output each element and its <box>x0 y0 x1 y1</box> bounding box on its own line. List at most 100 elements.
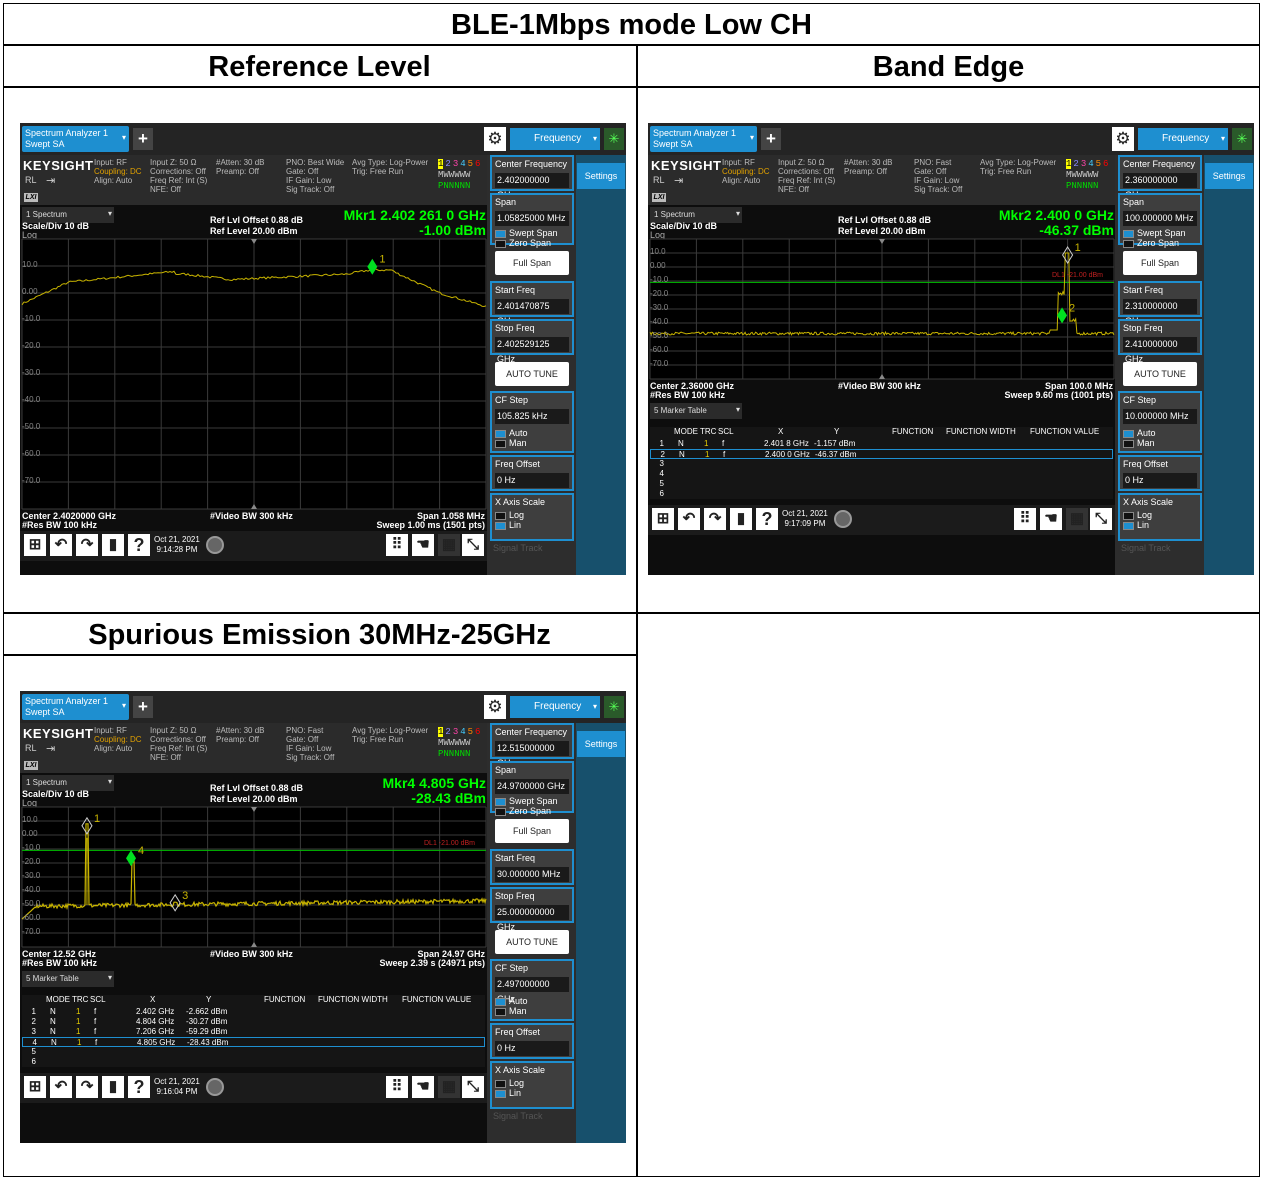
maximize-icon[interactable]: ⤡ <box>462 534 484 556</box>
marker-table-dropdown[interactable]: 5 Marker Table <box>22 971 114 987</box>
x-axis-scale-key[interactable]: X Axis Scale Log Lin <box>1118 493 1202 541</box>
freq-offset-key[interactable]: Freq Offset 0 Hz <box>1118 455 1202 491</box>
notification-icon[interactable] <box>834 510 852 528</box>
signal-track-key[interactable]: Signal Track <box>1121 543 1171 553</box>
window-selector-dropdown[interactable]: 1 Spectrum <box>650 207 742 223</box>
add-screen-button[interactable]: + <box>133 696 153 718</box>
settings-tab[interactable]: Settings <box>577 731 625 757</box>
table-row[interactable]: 1 N 1 f 2.402 GHz -2.662 dBm <box>22 1007 485 1017</box>
cf-auto-toggle[interactable]: Auto <box>495 997 528 1006</box>
maximize-icon[interactable]: ⤡ <box>1090 508 1112 530</box>
span-key[interactable]: Span 24.9700000 GHz Swept Span Zero Span <box>490 761 574 816</box>
stop-freq-key[interactable]: Stop Freq 2.410000000 GHz <box>1118 319 1202 364</box>
zero-span-toggle[interactable]: Zero Span <box>1123 239 1179 248</box>
cf-step-key[interactable]: CF Step 10.000000 MHz Auto Man <box>1118 391 1202 453</box>
table-row[interactable]: 1 N 1 f 2.401 8 GHz -1.157 dBm <box>650 439 1113 449</box>
swept-span-toggle[interactable]: Swept Span <box>495 229 558 238</box>
window-icon[interactable]: ▦ <box>438 534 460 556</box>
table-row[interactable]: 4 <box>650 469 1113 479</box>
table-row[interactable]: 2 N 1 f 4.804 GHz -30.27 dBm <box>22 1017 485 1027</box>
table-row[interactable]: 3 <box>650 459 1113 469</box>
add-screen-button[interactable]: + <box>761 128 781 150</box>
auto-tune-button[interactable]: AUTO TUNE <box>495 362 569 386</box>
file-icon[interactable]: ▮ <box>102 534 124 556</box>
tab-spectrum-analyzer[interactable]: Spectrum Analyzer 1 Swept SA ▾ <box>22 694 129 720</box>
cf-man-toggle[interactable]: Man <box>495 1007 527 1016</box>
tab-spectrum-analyzer[interactable]: Spectrum Analyzer 1 Swept SA ▾ <box>650 126 757 152</box>
undo-icon[interactable]: ↶ <box>50 534 72 556</box>
full-span-button[interactable]: Full Span <box>495 819 569 843</box>
notification-icon[interactable] <box>206 1078 224 1096</box>
window-icon[interactable]: ▦ <box>1066 508 1088 530</box>
zero-span-toggle[interactable]: Zero Span <box>495 807 551 816</box>
cf-man-toggle[interactable]: Man <box>1123 439 1155 448</box>
cf-step-key[interactable]: CF Step 105.825 kHz Auto Man <box>490 391 574 453</box>
full-span-button[interactable]: Full Span <box>495 251 569 275</box>
zero-span-toggle[interactable]: Zero Span <box>495 239 551 248</box>
start-freq-key[interactable]: Start Freq 30.000000 MHz <box>490 849 574 885</box>
x-axis-scale-key[interactable]: X Axis Scale Log Lin <box>490 1061 574 1109</box>
maximize-icon[interactable]: ⤡ <box>462 1076 484 1098</box>
window-icon[interactable]: ▦ <box>438 1076 460 1098</box>
settings-tab[interactable]: Settings <box>577 163 625 189</box>
menu-frequency[interactable]: Frequency ▾ <box>1138 128 1228 150</box>
help-icon[interactable]: ? <box>756 508 778 530</box>
table-row[interactable]: 3 N 1 f 7.206 GHz -59.29 dBm <box>22 1027 485 1037</box>
menu-frequency[interactable]: Frequency ▾ <box>510 128 600 150</box>
x-lin-toggle[interactable]: Lin <box>495 1089 521 1098</box>
x-log-toggle[interactable]: Log <box>495 511 524 520</box>
keyboard-icon[interactable]: ⠿ <box>1014 508 1036 530</box>
full-span-button[interactable]: Full Span <box>1123 251 1197 275</box>
undo-icon[interactable]: ↶ <box>50 1076 72 1098</box>
auto-tune-button[interactable]: AUTO TUNE <box>1123 362 1197 386</box>
x-axis-scale-key[interactable]: X Axis Scale Log Lin <box>490 493 574 541</box>
cf-auto-toggle[interactable]: Auto <box>495 429 528 438</box>
undo-icon[interactable]: ↶ <box>678 508 700 530</box>
auto-tune-button[interactable]: AUTO TUNE <box>495 930 569 954</box>
menu-frequency[interactable]: Frequency ▾ <box>510 696 600 718</box>
x-log-toggle[interactable]: Log <box>495 1079 524 1088</box>
notification-icon[interactable] <box>206 536 224 554</box>
x-lin-toggle[interactable]: Lin <box>1123 521 1149 530</box>
table-row[interactable]: 5 <box>22 1047 485 1057</box>
windows-icon[interactable]: ⊞ <box>652 508 674 530</box>
touch-icon[interactable]: ☚ <box>412 1076 434 1098</box>
touch-icon[interactable]: ☚ <box>412 534 434 556</box>
help-icon[interactable]: ? <box>128 1076 150 1098</box>
freq-offset-key[interactable]: Freq Offset 0 Hz <box>490 455 574 491</box>
gear-icon[interactable]: ⚙ <box>1112 127 1134 151</box>
redo-icon[interactable]: ↷ <box>704 508 726 530</box>
cf-man-toggle[interactable]: Man <box>495 439 527 448</box>
table-row[interactable]: 4 N 1 f 4.805 GHz -28.43 dBm <box>22 1037 485 1047</box>
windows-icon[interactable]: ⊞ <box>24 1076 46 1098</box>
span-key[interactable]: Span 100.000000 MHz Swept Span Zero Span <box>1118 193 1202 248</box>
gear-icon[interactable]: ⚙ <box>484 127 506 151</box>
x-lin-toggle[interactable]: Lin <box>495 521 521 530</box>
swept-span-toggle[interactable]: Swept Span <box>1123 229 1186 238</box>
help-icon[interactable]: ? <box>128 534 150 556</box>
redo-icon[interactable]: ↷ <box>76 1076 98 1098</box>
window-selector-dropdown[interactable]: 1 Spectrum <box>22 775 114 791</box>
tab-spectrum-analyzer[interactable]: Spectrum Analyzer 1 Swept SA ▾ <box>22 126 129 152</box>
span-key[interactable]: Span 1.05825000 MHz Swept Span Zero Span <box>490 193 574 248</box>
window-selector-dropdown[interactable]: 1 Spectrum <box>22 207 114 223</box>
table-row[interactable]: 5 <box>650 479 1113 489</box>
settings-tab[interactable]: Settings <box>1205 163 1253 189</box>
table-row[interactable]: 6 <box>22 1057 485 1067</box>
stop-freq-key[interactable]: Stop Freq 2.402529125 GHz <box>490 319 574 364</box>
redo-icon[interactable]: ↷ <box>76 534 98 556</box>
cf-auto-toggle[interactable]: Auto <box>1123 429 1156 438</box>
stop-freq-key[interactable]: Stop Freq 25.000000000 GHz <box>490 887 574 932</box>
x-log-toggle[interactable]: Log <box>1123 511 1152 520</box>
freq-offset-key[interactable]: Freq Offset 0 Hz <box>490 1023 574 1059</box>
marker-table-dropdown[interactable]: 5 Marker Table <box>650 403 742 419</box>
add-screen-button[interactable]: + <box>133 128 153 150</box>
touch-icon[interactable]: ☚ <box>1040 508 1062 530</box>
file-icon[interactable]: ▮ <box>102 1076 124 1098</box>
gear-icon[interactable]: ⚙ <box>484 695 506 719</box>
keyboard-icon[interactable]: ⠿ <box>386 1076 408 1098</box>
table-row[interactable]: 2 N 1 f 2.400 0 GHz -46.37 dBm <box>650 449 1113 459</box>
